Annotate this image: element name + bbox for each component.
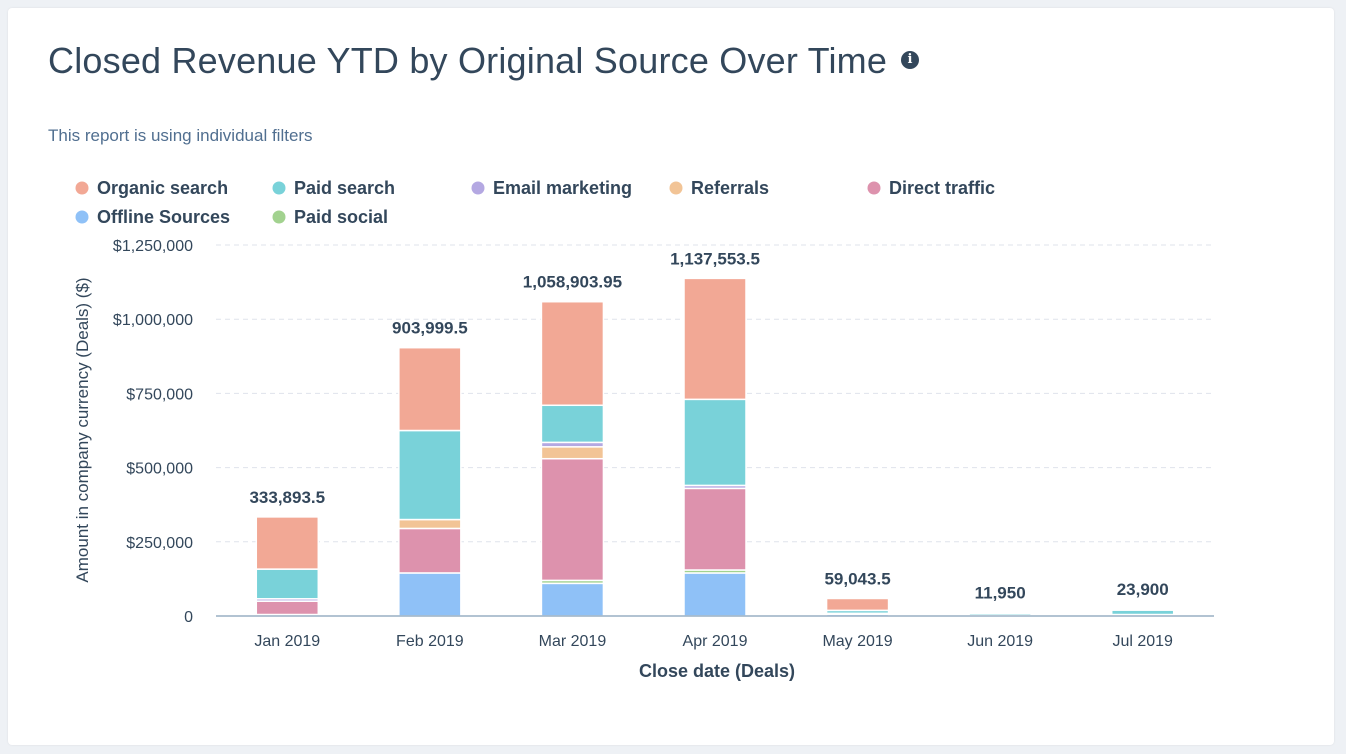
bar-segment-direct-traffic[interactable] — [255, 600, 320, 616]
x-tick-label: May 2019 — [822, 633, 892, 650]
legend-item-paid-search[interactable]: Paid search — [272, 178, 396, 198]
bar-stack-jan-2019[interactable]: 333,893.5 — [249, 488, 325, 617]
report-title: Closed Revenue YTD by Original Source Ov… — [48, 40, 920, 82]
legend-swatch — [75, 181, 89, 195]
info-icon[interactable]: i — [901, 51, 920, 70]
bar-total-label: 11,950 — [975, 583, 1026, 602]
legend-label: Email marketing — [493, 178, 632, 198]
y-axis-title: Amount in company currency (Deals) ($) — [73, 277, 92, 582]
x-tick-label: Mar 2019 — [539, 633, 607, 650]
legend-label: Paid search — [294, 178, 395, 198]
legend-swatch — [272, 210, 286, 224]
bar-segment-organic-search[interactable] — [683, 277, 747, 401]
bar-total-label: 1,058,903.95 — [523, 273, 622, 292]
bar-segment-paid-search[interactable] — [683, 398, 747, 487]
y-tick-label: $750,000 — [126, 386, 193, 403]
legend-swatch — [75, 210, 89, 224]
bar-total-label: 23,900 — [1117, 580, 1169, 599]
bar-segment-referrals[interactable] — [540, 446, 605, 460]
legend-label: Offline Sources — [97, 207, 230, 227]
bar-total-label: 903,999.5 — [392, 319, 468, 338]
legend-item-email-marketing[interactable]: Email marketing — [471, 178, 633, 198]
legend-label: Organic search — [97, 178, 228, 198]
x-tick-label: Jan 2019 — [254, 633, 320, 650]
legend-swatch — [471, 181, 485, 195]
y-tick-label: 0 — [184, 609, 193, 626]
bar-segment-organic-search[interactable] — [1110, 608, 1175, 611]
bar-segment-offline-sources[interactable] — [398, 572, 462, 617]
bar-segment-paid-search[interactable] — [255, 568, 320, 600]
bar-segment-direct-traffic[interactable] — [683, 487, 747, 571]
report-title-text: Closed Revenue YTD by Original Source Ov… — [48, 40, 888, 81]
legend-item-direct-traffic[interactable]: Direct traffic — [867, 178, 996, 198]
x-tick-label: Feb 2019 — [396, 633, 464, 650]
legend-swatch — [272, 181, 286, 195]
report-card: Closed Revenue YTD by Original Source Ov… — [8, 8, 1334, 745]
bar-segment-direct-traffic[interactable] — [540, 457, 605, 582]
bar-total-label: 1,137,553.5 — [670, 249, 760, 268]
bar-segment-paid-search[interactable] — [540, 404, 605, 444]
bar-stack-mar-2019[interactable]: 1,058,903.95 — [523, 273, 622, 617]
bar-total-label: 59,043.5 — [824, 569, 890, 588]
bar-segment-paid-search[interactable] — [398, 429, 462, 521]
x-tick-label: Jul 2019 — [1112, 633, 1173, 650]
bar-segment-organic-search[interactable] — [398, 346, 462, 432]
bar-stack-apr-2019[interactable]: 1,137,553.5 — [670, 249, 760, 617]
bar-segment-offline-sources[interactable] — [683, 572, 747, 617]
legend-label: Paid social — [294, 207, 388, 227]
y-tick-label: $1,000,000 — [113, 312, 193, 329]
x-tick-label: Jun 2019 — [967, 633, 1033, 650]
legend-label: Direct traffic — [889, 178, 995, 198]
legend-item-paid-social[interactable]: Paid social — [272, 207, 389, 227]
y-tick-label: $1,250,000 — [113, 238, 193, 255]
bars: 333,893.5 903,999.5 1,058,903.95 1,137,553.… — [249, 249, 1175, 617]
bar-stack-may-2019[interactable]: 59,043.5 — [824, 569, 891, 617]
y-tick-label: $500,000 — [126, 461, 193, 478]
bar-stack-jul-2019[interactable]: 23,900 — [1110, 580, 1175, 617]
bar-segment-organic-search[interactable] — [825, 597, 890, 612]
bar-total-label: 333,893.5 — [249, 488, 325, 507]
bar-stack-feb-2019[interactable]: 903,999.5 — [392, 319, 468, 617]
bar-segment-organic-search[interactable] — [255, 516, 320, 570]
y-tick-label: $250,000 — [126, 535, 193, 552]
bar-segment-direct-traffic[interactable] — [398, 527, 462, 574]
legend-label: Referrals — [691, 178, 769, 198]
legend-item-referrals[interactable]: Referrals — [669, 178, 770, 198]
x-tick-label: Apr 2019 — [683, 633, 748, 650]
bar-segment-offline-sources[interactable] — [540, 582, 605, 617]
x-axis: Jan 2019 Feb 2019 Mar 2019 Apr 2019 May 2019… — [216, 615, 1214, 650]
legend-item-organic-search[interactable]: Organic search — [75, 178, 229, 198]
legend: Organic search Paid search Email marketing… — [75, 178, 996, 227]
report-subtitle: This report is using individual filters — [48, 126, 313, 145]
x-axis-title: Close date (Deals) — [639, 661, 795, 681]
bar-segment-organic-search[interactable] — [968, 611, 1032, 615]
legend-swatch — [867, 181, 881, 195]
bar-stack-jun-2019[interactable]: 11,950 — [968, 583, 1032, 617]
bar-segment-referrals[interactable] — [398, 518, 462, 530]
bar-segment-organic-search[interactable] — [540, 300, 605, 407]
legend-swatch — [669, 181, 683, 195]
legend-item-offline-sources[interactable]: Offline Sources — [75, 207, 231, 227]
y-axis: 0 $250,000 $500,000 $750,000 $1,000,000 $1,25… — [113, 238, 193, 626]
